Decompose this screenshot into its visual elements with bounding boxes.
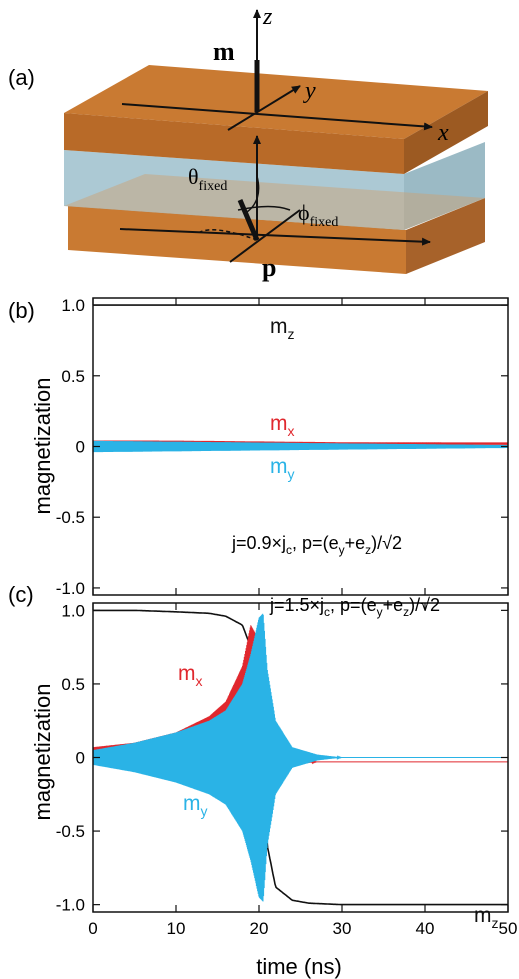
panel-b-ylabel: magnetization [30,378,55,515]
bottom-layer-front [68,206,406,274]
axis-x-label: x [437,120,449,146]
x-tick-label: 0 [88,919,97,938]
y-tick-label: -0.5 [56,508,85,527]
x-tick-label: 10 [167,919,186,938]
axis-x-arrow [121,103,433,131]
panel-b-my-label: my [270,455,295,482]
panel-c-my-label: my [183,792,208,819]
y-tick-label: 0.5 [61,367,85,386]
phi-label: ϕfixed [298,200,338,230]
panel-b-mx-label: mx [270,412,295,439]
top-layer-front [64,113,404,174]
m-vector-label: m [213,37,235,66]
bottom-y-line [229,209,301,263]
panel-c-label: (c) [8,582,34,607]
bottom-layer-top [64,174,485,230]
x-tick-label: 50 [499,919,518,938]
p-projection-dashed [199,229,258,241]
y-tick-label: 0 [76,749,85,768]
panel-c-plot: 1.00.50-0.5-1.00 10 20 30 40 50 [56,601,518,938]
series-line-mz [93,609,508,906]
panel-a-schematic: (a) m z y x p θfixed ϕfixed [8,4,488,282]
axis-y-arrow [227,85,301,131]
panel-c-ylabel: magnetization [30,684,55,821]
x-tick-label: 30 [333,919,352,938]
panel-c-mx-label: mx [178,662,203,689]
y-tick-label: 0.5 [61,675,85,694]
panel-a-label: (a) [8,65,35,90]
panel-b-plot: 1.0 0.5 0 -0.5 -1.0 [56,296,509,598]
bottom-layer-side [406,198,485,274]
series-line-my [92,613,508,902]
panel-c-mz-label: mz [474,904,499,931]
panel-b-mz-label: mz [270,315,295,342]
axis-z-label: z [262,4,273,30]
spacer-layer-front [64,150,404,230]
y-tick-label: 0 [76,438,85,457]
panel-b-annotation: j=0.9×jc, p=(ey+ez)/√2 [231,533,402,557]
panel-b-chart: (b) magnetization 1.00.50-0.5-1.0 mz mx … [8,296,509,598]
phi-arc [237,205,291,211]
axis-y-label: y [303,78,316,104]
y-tick-label: -0.5 [56,822,85,841]
series-line-my [92,440,509,453]
p-vector-label: p [262,253,276,282]
top-layer-top [64,65,488,139]
bottom-x-arrow [119,228,431,246]
panel-c-xlabel: time (ns) [256,954,342,979]
y-tick-label: 1.0 [61,296,85,315]
y-tick-label: -1.0 [56,896,85,915]
x-tick-label: 20 [250,919,269,938]
x-tick-label: 40 [416,919,435,938]
panel-c-annotation: j=1.5×jc, p=(ey+ez)/√2 [269,595,440,619]
top-layer-side [404,91,488,174]
panel-c-chart: (c) magnetization time (ns) 1.0 0.5 0 -0.5 -… [8,582,517,979]
series-line-mx [92,625,508,816]
spacer-layer-side [404,142,485,230]
p-vector [237,199,260,241]
panel-b-label: (b) [8,298,35,323]
theta-label: θfixed [188,164,227,194]
theta-arc [246,175,260,213]
y-tick-label: 1.0 [61,601,85,620]
y-tick-label: -1.0 [56,579,85,598]
